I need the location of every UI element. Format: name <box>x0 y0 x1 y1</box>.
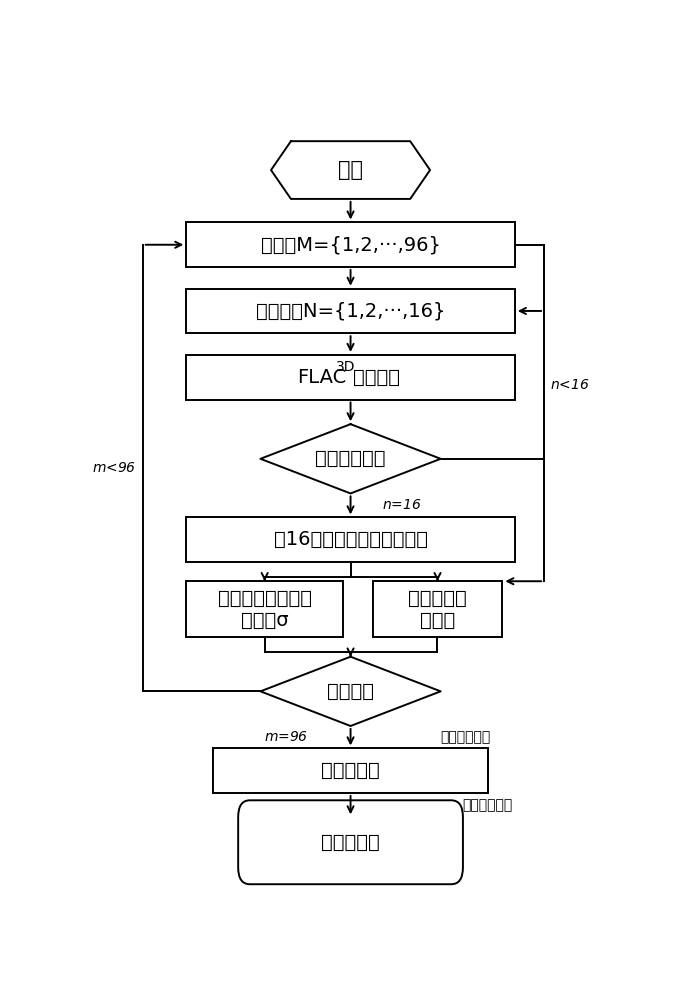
Bar <box>213 748 488 793</box>
Polygon shape <box>271 141 430 199</box>
Bar <box>186 517 515 562</box>
Bar <box>186 289 515 333</box>
Bar <box>186 355 515 400</box>
Text: 刱16组结果进行标准差计算: 刱16组结果进行标准差计算 <box>274 530 428 549</box>
Text: 设计域M={1,2,···,96}: 设计域M={1,2,···,96} <box>261 235 440 254</box>
Text: $m$<96: $m$<96 <box>92 461 136 475</box>
Text: 二维散点: 二维散点 <box>327 682 374 701</box>
Text: 噪声因素N={1,2,···,16}: 噪声因素N={1,2,···,16} <box>256 301 445 320</box>
Polygon shape <box>261 424 440 493</box>
Text: $m$=96: $m$=96 <box>264 730 308 744</box>
Text: 3D: 3D <box>336 360 355 374</box>
Text: $n$<16: $n$<16 <box>551 378 590 392</box>
Text: 系统响应结果组合
标准差σ: 系统响应结果组合 标准差σ <box>218 588 312 629</box>
Text: 桶撙支护结
构成本: 桶撙支护结 构成本 <box>408 588 467 629</box>
Text: 牺牲收益率法: 牺牲收益率法 <box>462 798 512 812</box>
Text: 非支配解计算: 非支配解计算 <box>440 730 491 744</box>
Text: $n$=16: $n$=16 <box>382 498 422 512</box>
Text: 帕累托前沿: 帕累托前沿 <box>321 761 380 780</box>
Text: 唯一最优解: 唯一最优解 <box>321 833 380 852</box>
Polygon shape <box>261 657 440 726</box>
Text: 数值模拟: 数值模拟 <box>353 368 400 387</box>
Text: 开始: 开始 <box>338 160 363 180</box>
Text: FLAC: FLAC <box>298 368 347 387</box>
Bar <box>186 222 515 267</box>
FancyBboxPatch shape <box>238 800 463 884</box>
Bar <box>187 581 343 637</box>
Text: 系统响应结果: 系统响应结果 <box>315 449 386 468</box>
Bar <box>373 581 503 637</box>
